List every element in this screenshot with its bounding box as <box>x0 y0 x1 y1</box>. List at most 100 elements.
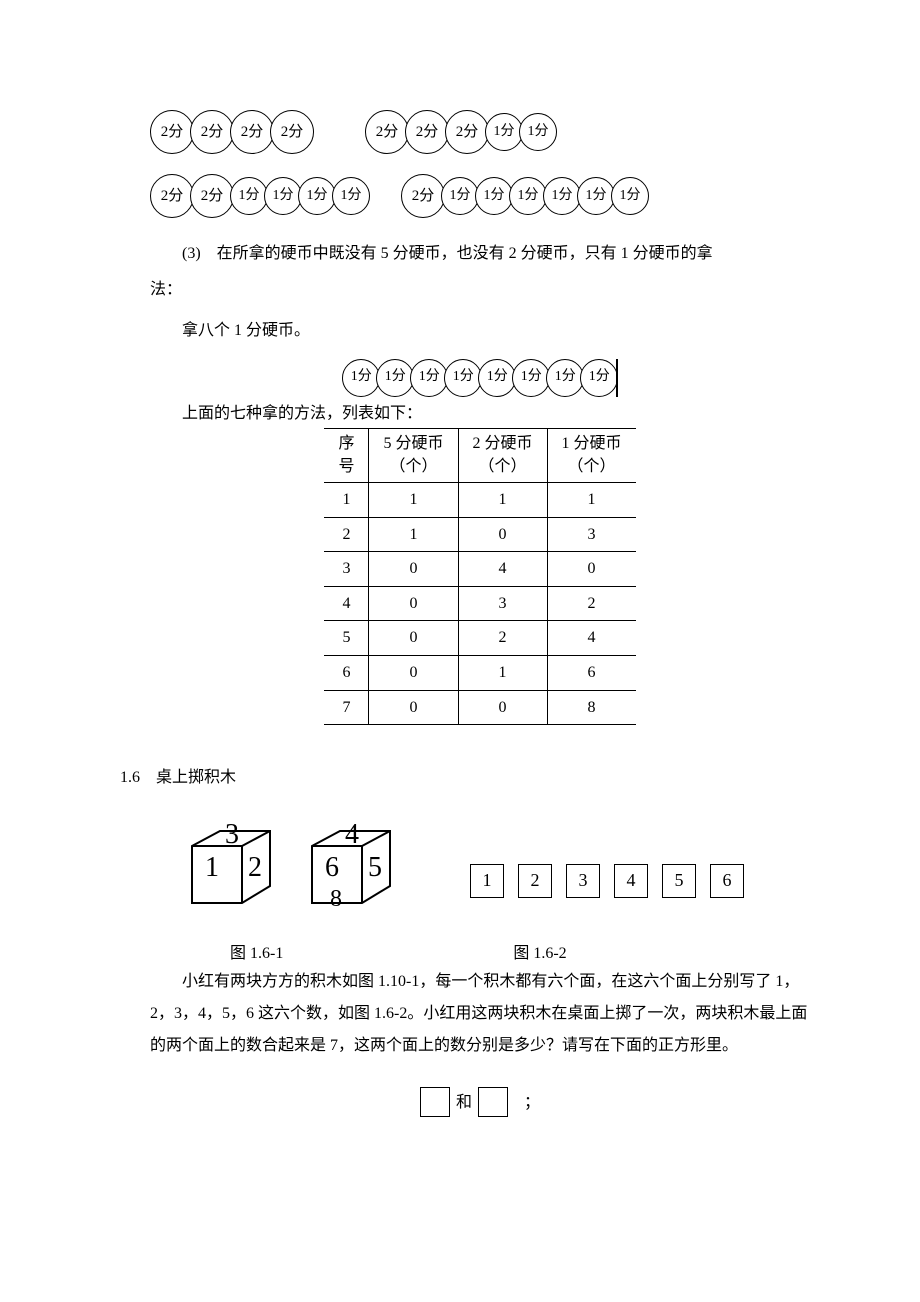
table-cell: 1 <box>324 482 369 517</box>
table-header: 1 分硬币（个） <box>547 429 636 483</box>
coin: 2分 <box>405 110 449 154</box>
coin: 1分 <box>519 113 557 151</box>
table-cell: 6 <box>547 655 636 690</box>
table-cell: 2 <box>458 621 547 656</box>
table-cell: 4 <box>547 621 636 656</box>
table-cell: 0 <box>369 690 458 725</box>
and-word: 和 <box>456 1090 472 1116</box>
table-cell: 0 <box>547 552 636 587</box>
coin: 1分 <box>444 359 482 397</box>
cube1-face-right: 2 <box>248 852 262 883</box>
table-cell: 6 <box>324 655 369 690</box>
number-box: 1 <box>470 864 504 898</box>
table-cell: 1 <box>547 482 636 517</box>
coin: 2分 <box>230 110 274 154</box>
table-cell: 4 <box>458 552 547 587</box>
coin: 1分 <box>509 177 547 215</box>
coin: 1分 <box>298 177 336 215</box>
coin: 2分 <box>401 174 445 218</box>
eight-coins-wrap: 1分1分1分1分1分1分1分1分 <box>150 356 810 397</box>
coin: 1分 <box>512 359 550 397</box>
paragraph-take-eight: 拿八个 1 分硬币。 <box>150 318 810 344</box>
table-cell: 3 <box>547 517 636 552</box>
coin-group-1a: 2分2分2分2分 <box>150 110 310 154</box>
section-header: 1.6 桌上掷积木 <box>120 765 810 791</box>
number-box: 4 <box>614 864 648 898</box>
table-cell: 2 <box>547 586 636 621</box>
table-intro: 上面的七种拿的方法，列表如下： <box>150 401 810 427</box>
coin-row-2: 2分2分1分1分1分1分 2分1分1分1分1分1分1分 <box>150 174 810 218</box>
table-cell: 0 <box>369 552 458 587</box>
table-cell: 0 <box>369 655 458 690</box>
table-row: 3040 <box>324 552 635 587</box>
table-cell: 7 <box>324 690 369 725</box>
table-cell: 4 <box>324 586 369 621</box>
table-cell: 0 <box>369 621 458 656</box>
coin-row-1: 2分2分2分2分 2分2分2分1分1分 <box>150 110 810 154</box>
cube2-face-bottom: 8 <box>330 886 342 912</box>
cube-2: 6 5 4 8 <box>300 811 400 921</box>
number-box: 3 <box>566 864 600 898</box>
number-box: 5 <box>662 864 696 898</box>
semicolon: ； <box>524 1090 540 1116</box>
table-row: 2103 <box>324 517 635 552</box>
coin: 1分 <box>264 177 302 215</box>
table-cell: 1 <box>369 482 458 517</box>
fig-label-1: 图 1.6-1 <box>230 941 283 967</box>
answer-row: 和 ； <box>150 1087 810 1117</box>
table-header: 5 分硬币（个） <box>369 429 458 483</box>
table-cell: 0 <box>369 586 458 621</box>
coin-group-1b: 2分2分2分1分1分 <box>365 110 553 154</box>
answer-box-2[interactable] <box>478 1087 508 1117</box>
cubes-diagram: 1 2 3 6 5 4 8 <box>180 811 400 921</box>
coin: 1分 <box>611 177 649 215</box>
table-row: 6016 <box>324 655 635 690</box>
coin: 1分 <box>230 177 268 215</box>
table-header: 2 分硬币（个） <box>458 429 547 483</box>
vertical-bar <box>616 359 618 397</box>
table-row: 5024 <box>324 621 635 656</box>
coin: 1分 <box>441 177 479 215</box>
table-cell: 3 <box>324 552 369 587</box>
table-cell: 1 <box>458 655 547 690</box>
paragraph-item3-cont: 法： <box>150 274 810 306</box>
coin: 2分 <box>270 110 314 154</box>
coin: 1分 <box>332 177 370 215</box>
coin: 1分 <box>546 359 584 397</box>
table-row: 7008 <box>324 690 635 725</box>
table-cell: 1 <box>369 517 458 552</box>
coin: 2分 <box>150 110 194 154</box>
coin: 1分 <box>577 177 615 215</box>
problem-body-text: 小红有两块方方的积木如图 1.10-1，每一个积木都有六个面，在这六个面上分别写… <box>150 966 810 1062</box>
coin: 2分 <box>150 174 194 218</box>
cube2-face-top: 4 <box>345 819 359 850</box>
paragraph-item3: (3) 在所拿的硬币中既没有 5 分硬币，也没有 2 分硬币，只有 1 分硬币的… <box>150 238 810 270</box>
coin: 1分 <box>342 359 380 397</box>
cube2-face-right: 5 <box>368 852 382 883</box>
table-cell: 8 <box>547 690 636 725</box>
cube1-face-top: 3 <box>225 819 239 850</box>
table-row: 1111 <box>324 482 635 517</box>
coin-methods-table: 序号5 分硬币（个）2 分硬币（个）1 分硬币（个） 1111210330404… <box>324 428 635 725</box>
cube1-face-left: 1 <box>205 852 219 883</box>
table-cell: 5 <box>324 621 369 656</box>
coin: 2分 <box>190 174 234 218</box>
coin: 1分 <box>485 113 523 151</box>
coin: 1分 <box>478 359 516 397</box>
coin: 1分 <box>376 359 414 397</box>
answer-box-1[interactable] <box>420 1087 450 1117</box>
coin: 1分 <box>410 359 448 397</box>
cube2-face-left: 6 <box>325 852 339 883</box>
number-box: 6 <box>710 864 744 898</box>
fig-label-2: 图 1.6-2 <box>513 941 566 967</box>
figure-labels: 图 1.6-1 图 1.6-2 <box>150 941 810 967</box>
table-row: 4032 <box>324 586 635 621</box>
table-cell: 0 <box>458 690 547 725</box>
table-cell: 3 <box>458 586 547 621</box>
coin: 1分 <box>475 177 513 215</box>
coin-group-2a: 2分2分1分1分1分1分 <box>150 174 366 218</box>
figures-row: 1 2 3 6 5 4 8 123456 <box>180 811 810 921</box>
table-cell: 2 <box>324 517 369 552</box>
number-boxes: 123456 <box>470 864 744 898</box>
table-header: 序号 <box>324 429 369 483</box>
